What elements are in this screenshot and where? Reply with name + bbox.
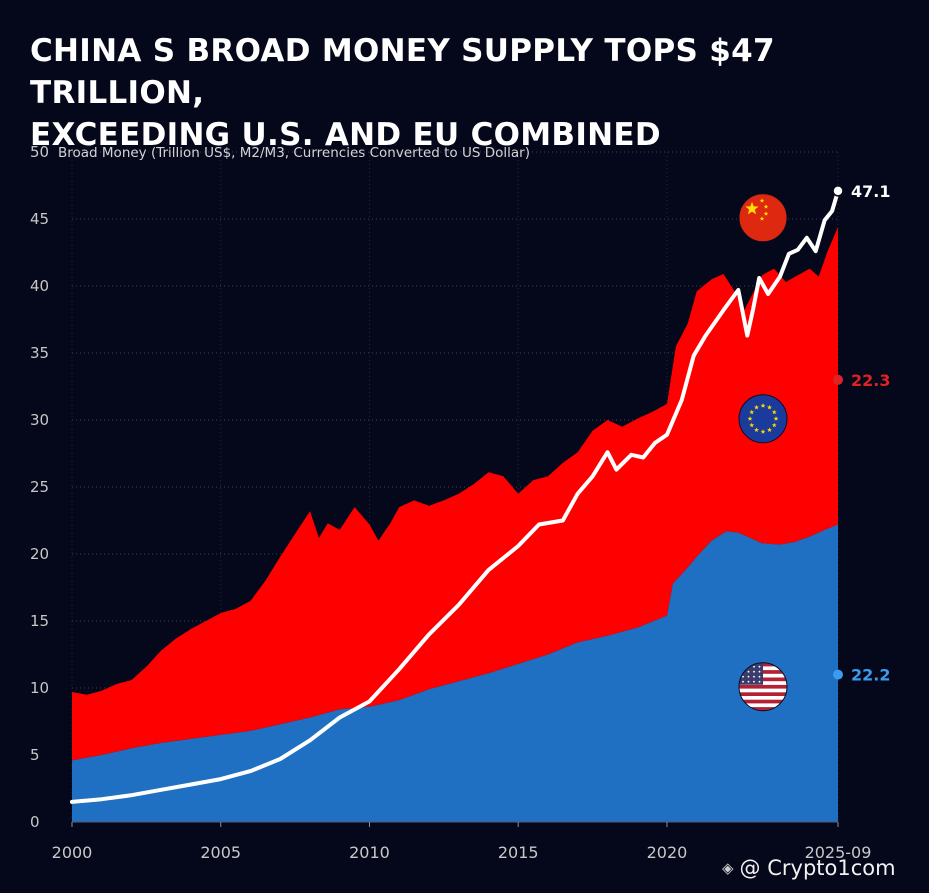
end-marker-china [832, 185, 844, 197]
chart-title-line1: CHINA S BROAD MONEY SUPPLY TOPS $47 TRIL… [30, 33, 775, 111]
end-marker-eu [833, 374, 843, 385]
area-us [72, 524, 838, 822]
y-tick-label: 50 [30, 143, 49, 161]
y-tick-label: 25 [30, 478, 49, 496]
end-marker-us [833, 669, 843, 680]
y-tick-label: 45 [30, 210, 49, 228]
series-areas [72, 227, 838, 822]
x-tick-label: 2015 [498, 843, 539, 862]
end-label-us: 22.2 [851, 666, 890, 685]
end-label-china: 47.1 [851, 182, 890, 201]
area-eu [72, 227, 838, 761]
end-label-eu: 22.3 [851, 371, 890, 390]
x-tick-label: 2005 [200, 843, 241, 862]
y-tick-label: 40 [30, 277, 49, 295]
x-tick-label: 2025-09 [805, 843, 872, 862]
y-tick-label: 35 [30, 344, 49, 362]
x-tick-label: 2020 [647, 843, 688, 862]
y-tick-label: 0 [30, 813, 40, 831]
x-tick-label: 2010 [349, 843, 390, 862]
y-tick-label: 10 [30, 679, 49, 697]
eu-flag-icon [738, 394, 788, 444]
y-tick-label: 15 [30, 612, 49, 630]
y-tick-label: 30 [30, 411, 49, 429]
watermark-text: @ Crypto1com [739, 856, 896, 880]
axes: 0 5 10 15 20 25 30 35 40 45 50 2000 2005 2010 2015 2020… [30, 143, 871, 862]
x-tick-label: 2000 [52, 843, 93, 862]
y-axis-label: Broad Money (Trillion US$, M2/M3, Curren… [58, 145, 530, 161]
binance-diamond-icon: ◈ [722, 859, 734, 877]
usa-flag-icon [738, 662, 788, 712]
watermark: ◈ @ Crypto1com [722, 856, 896, 880]
y-tick-label: 20 [30, 545, 49, 563]
y-tick-label: 5 [30, 746, 40, 764]
china-flag-icon [738, 193, 788, 243]
series-lines [70, 188, 840, 804]
chart-title-line2: EXCEEDING U.S. AND EU COMBINED [30, 117, 661, 153]
line-china [70, 188, 840, 804]
end-labels: 22.2 22.3 47.1 [832, 182, 890, 685]
chart-title: CHINA S BROAD MONEY SUPPLY TOPS $47 TRIL… [30, 30, 929, 156]
flags [738, 193, 788, 712]
